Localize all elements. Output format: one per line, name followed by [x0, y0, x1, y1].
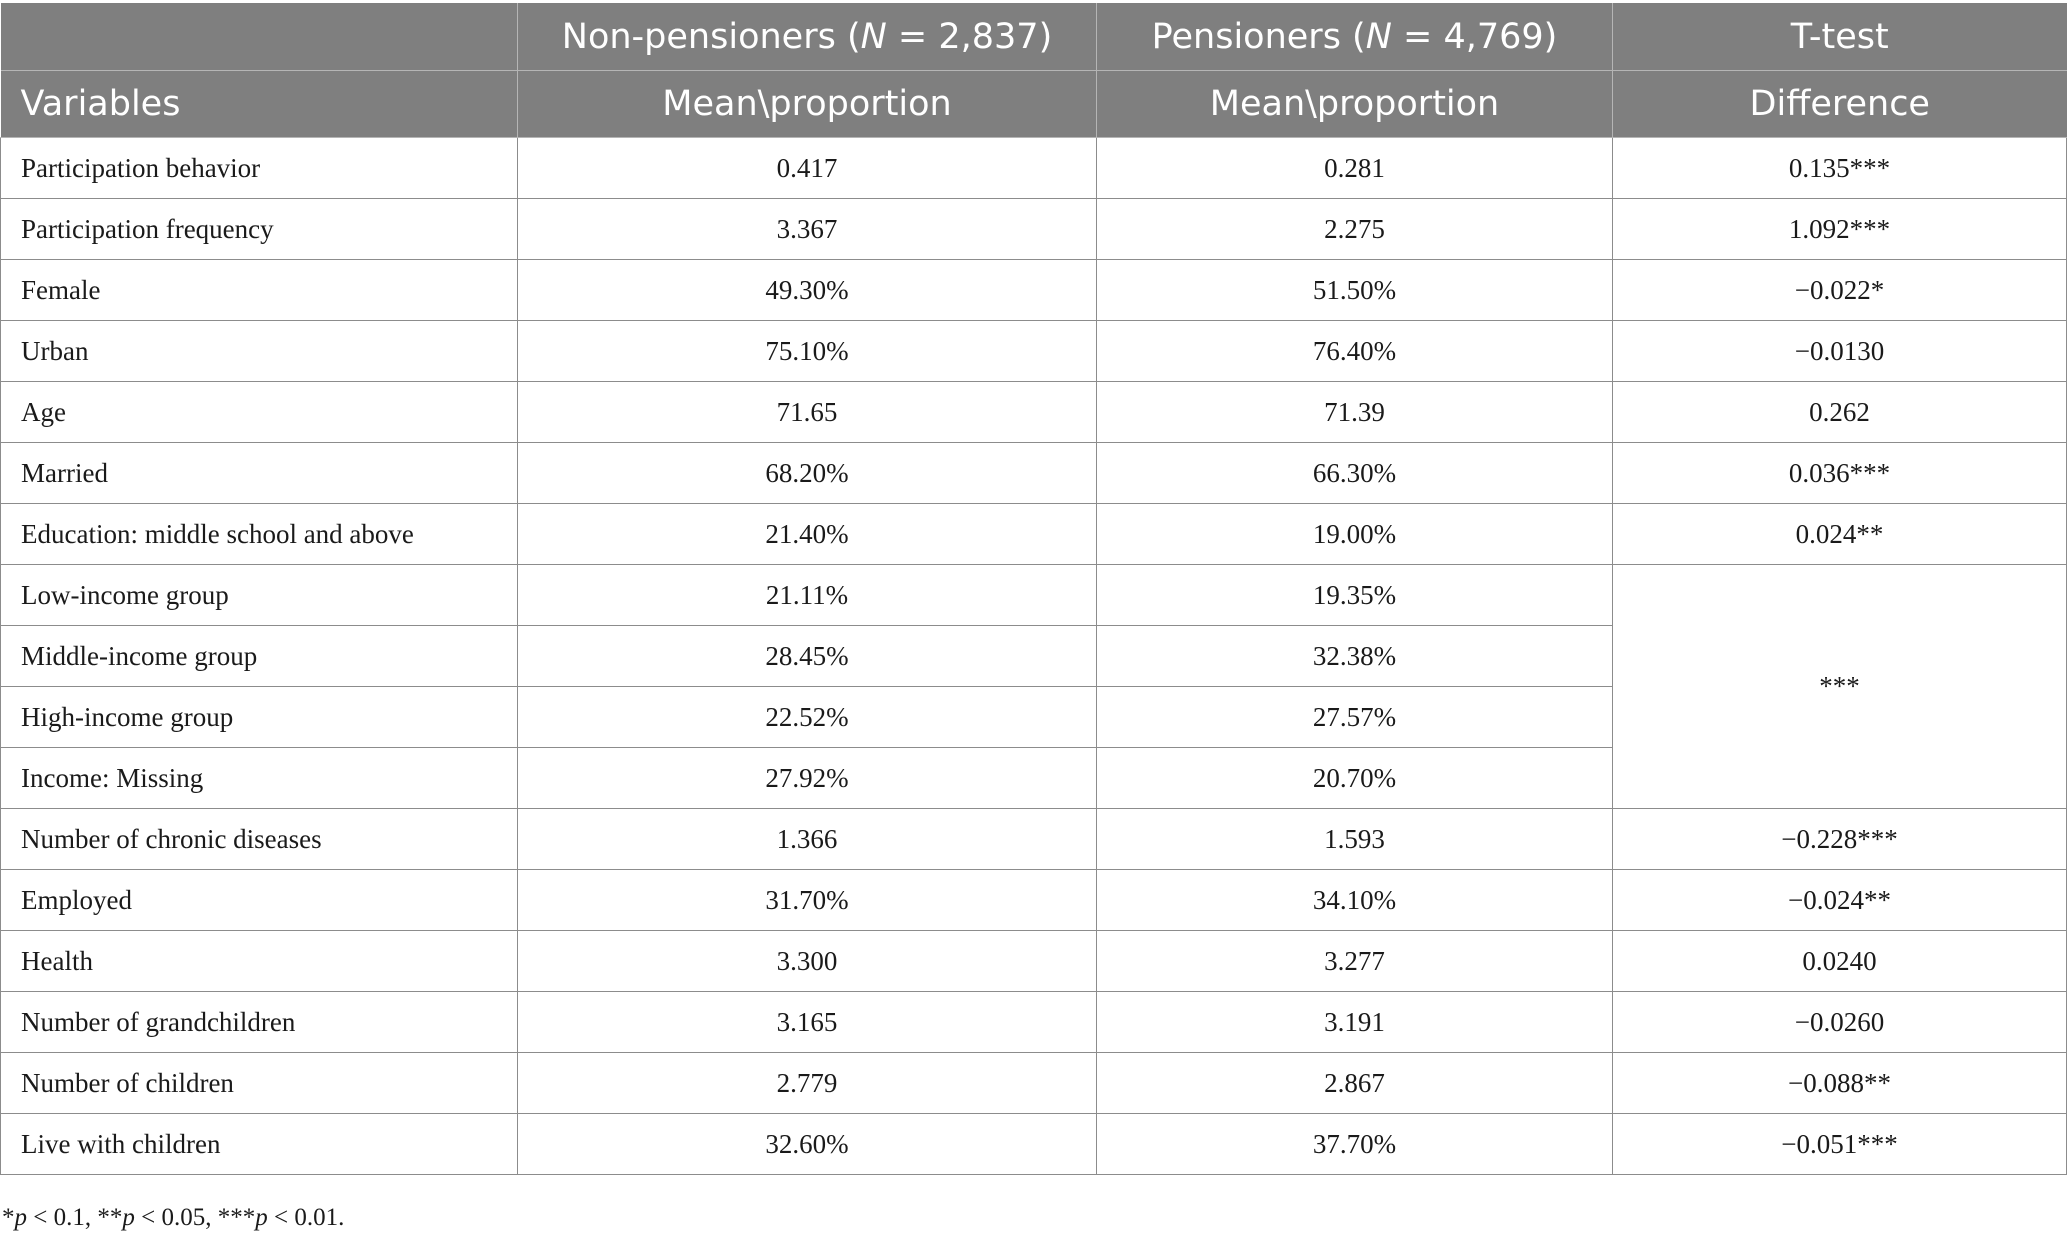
table-row: Middle-income group 28.45% 32.38% — [0, 625, 2067, 687]
table-row: Female 49.30% 51.50% −0.022* — [0, 259, 2067, 321]
variable-cell: Education: middle school and above — [0, 503, 518, 565]
difference-cell: −0.0130 — [1612, 320, 2067, 382]
non-pensioners-value-cell: 31.70% — [517, 869, 1097, 931]
table-row: Married 68.20% 66.30% 0.036*** — [0, 442, 2067, 504]
variable-cell: Middle-income group — [0, 625, 518, 687]
variable-cell: Number of chronic diseases — [0, 808, 518, 870]
table-row: Number of chronic diseases 1.366 1.593 −0.2… — [0, 808, 2067, 870]
non-pensioners-value-cell: 71.65 — [517, 381, 1097, 443]
non-pensioners-value-cell: 28.45% — [517, 625, 1097, 687]
difference-cell: −0.051*** — [1612, 1113, 2067, 1175]
table-row: Participation behavior 0.417 0.281 0.135*** — [0, 137, 2067, 199]
table-row: Age 71.65 71.39 0.262 — [0, 381, 2067, 443]
header-non-pensioners: Non-pensioners (N = 2,837) — [517, 3, 1097, 71]
variable-cell: Low-income group — [0, 564, 518, 626]
table-row: Income: Missing 27.92% 20.70% — [0, 747, 2067, 809]
pensioners-value-cell: 20.70% — [1096, 747, 1613, 809]
table-body: Participation behavior 0.417 0.281 0.135***… — [0, 137, 2067, 1175]
variable-cell: Health — [0, 930, 518, 992]
non-pensioners-value-cell: 2.779 — [517, 1052, 1097, 1114]
table-row: Participation frequency 3.367 2.275 1.092**… — [0, 198, 2067, 260]
header-mean-proportion-non-pensioners: Mean\proportion — [517, 70, 1097, 138]
header-row-groups: Non-pensioners (N = 2,837) Pensioners (N… — [0, 3, 2067, 71]
pensioners-value-cell: 1.593 — [1096, 808, 1613, 870]
pensioners-value-cell: 2.275 — [1096, 198, 1613, 260]
pensioners-value-cell: 3.191 — [1096, 991, 1613, 1053]
pensioners-value-cell: 0.281 — [1096, 137, 1613, 199]
difference-cell: −0.024** — [1612, 869, 2067, 931]
variable-cell: Age — [0, 381, 518, 443]
non-pensioners-value-cell: 75.10% — [517, 320, 1097, 382]
difference-cell: −0.0260 — [1612, 991, 2067, 1053]
variable-cell: Participation behavior — [0, 137, 518, 199]
difference-cell: −0.088** — [1612, 1052, 2067, 1114]
pensioners-value-cell: 27.57% — [1096, 686, 1613, 748]
table-row: Health 3.300 3.277 0.0240 — [0, 930, 2067, 992]
non-pensioners-value-cell: 22.52% — [517, 686, 1097, 748]
non-pensioners-value-cell: 21.11% — [517, 564, 1097, 626]
header-blank-cell — [0, 3, 518, 71]
header-t-test: T-test — [1612, 3, 2067, 71]
difference-cell: 0.262 — [1612, 381, 2067, 443]
variable-cell: High-income group — [0, 686, 518, 748]
pensioners-value-cell: 19.35% — [1096, 564, 1613, 626]
non-pensioners-value-cell: 68.20% — [517, 442, 1097, 504]
non-pensioners-value-cell: 1.366 — [517, 808, 1097, 870]
non-pensioners-value-cell: 3.367 — [517, 198, 1097, 260]
difference-cell: −0.228*** — [1612, 808, 2067, 870]
pensioners-value-cell: 71.39 — [1096, 381, 1613, 443]
difference-cell: 0.135*** — [1612, 137, 2067, 199]
non-pensioners-value-cell: 21.40% — [517, 503, 1097, 565]
table-row: Employed 31.70% 34.10% −0.024** — [0, 869, 2067, 931]
table-row: Low-income group 21.11% 19.35% *** — [0, 564, 2067, 809]
header-mean-proportion-pensioners: Mean\proportion — [1096, 70, 1613, 138]
non-pensioners-value-cell: 3.300 — [517, 930, 1097, 992]
difference-cell: −0.022* — [1612, 259, 2067, 321]
table-row: Education: middle school and above 21.40%… — [0, 503, 2067, 565]
header-difference: Difference — [1612, 70, 2067, 138]
pensioners-value-cell: 34.10% — [1096, 869, 1613, 931]
variable-cell: Participation frequency — [0, 198, 518, 260]
variable-cell: Income: Missing — [0, 747, 518, 809]
pensioners-value-cell: 3.277 — [1096, 930, 1613, 992]
variable-cell: Number of children — [0, 1052, 518, 1114]
table-row: Live with children 32.60% 37.70% −0.051*** — [0, 1113, 2067, 1175]
pensioners-value-cell: 32.38% — [1096, 625, 1613, 687]
non-pensioners-value-cell: 3.165 — [517, 991, 1097, 1053]
variable-cell: Female — [0, 259, 518, 321]
pensioners-value-cell: 37.70% — [1096, 1113, 1613, 1175]
pensioners-value-cell: 51.50% — [1096, 259, 1613, 321]
non-pensioners-value-cell: 32.60% — [517, 1113, 1097, 1175]
difference-cell: 1.092*** — [1612, 198, 2067, 260]
pensioners-value-cell: 2.867 — [1096, 1052, 1613, 1114]
header-variables: Variables — [0, 70, 518, 138]
variable-cell: Urban — [0, 320, 518, 382]
non-pensioners-value-cell: 27.92% — [517, 747, 1097, 809]
non-pensioners-value-cell: 0.417 — [517, 137, 1097, 199]
variable-cell: Married — [0, 442, 518, 504]
summary-statistics-table: Non-pensioners (N = 2,837) Pensioners (N… — [0, 3, 2067, 1175]
pensioners-value-cell: 76.40% — [1096, 320, 1613, 382]
table-row: Number of grandchildren 3.165 3.191 −0.0260 — [0, 991, 2067, 1053]
non-pensioners-value-cell: 49.30% — [517, 259, 1097, 321]
variable-cell: Employed — [0, 869, 518, 931]
table-row: Urban 75.10% 76.40% −0.0130 — [0, 320, 2067, 382]
header-row-labels: Variables Mean\proportion Mean\proportio… — [0, 70, 2067, 138]
pensioners-value-cell: 19.00% — [1096, 503, 1613, 565]
difference-cell: 0.0240 — [1612, 930, 2067, 992]
pensioners-value-cell: 66.30% — [1096, 442, 1613, 504]
difference-cell: *** — [1612, 564, 2067, 809]
table-header: Non-pensioners (N = 2,837) Pensioners (N… — [0, 3, 2067, 138]
header-pensioners: Pensioners (N = 4,769) — [1096, 3, 1613, 71]
difference-cell: 0.036*** — [1612, 442, 2067, 504]
variable-cell: Live with children — [0, 1113, 518, 1175]
table-row: Number of children 2.779 2.867 −0.088** — [0, 1052, 2067, 1114]
variable-cell: Number of grandchildren — [0, 991, 518, 1053]
significance-footnote: *p < 0.1, **p < 0.05, ***p < 0.01. — [2, 1204, 345, 1231]
difference-cell: 0.024** — [1612, 503, 2067, 565]
